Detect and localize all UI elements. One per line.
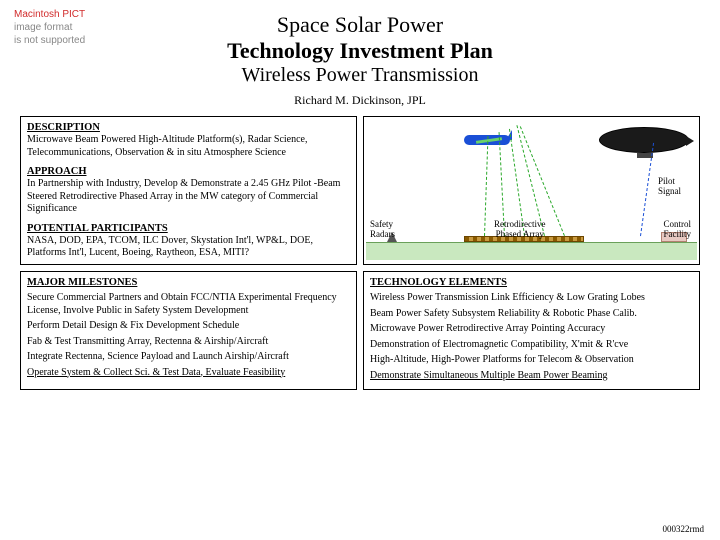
beam-line <box>484 136 488 236</box>
tech-element-item: Demonstration of Electromagnetic Compati… <box>370 339 693 352</box>
description-box: DESCRIPTION Microwave Beam Powered High-… <box>20 116 357 265</box>
tech-element-item: Wireless Power Transmission Link Efficie… <box>370 292 693 305</box>
milestone-item: Integrate Rectenna, Science Payload and … <box>27 351 350 364</box>
milestones-box: MAJOR MILESTONES Secure Commercial Partn… <box>20 271 357 390</box>
tech-element-item: Beam Power Safety Subsystem Reliability … <box>370 308 693 321</box>
milestone-item: Perform Detail Design & Fix Development … <box>27 320 350 333</box>
approach-text: In Partnership with Industry, Develop & … <box>27 178 350 216</box>
title-block: Space Solar Power Technology Investment … <box>20 12 700 87</box>
tech-element-item: High-Altitude, High-Power Platforms for … <box>370 354 693 367</box>
heading-milestones: MAJOR MILESTONES <box>27 276 350 289</box>
footer-doc-id: 000322rmd <box>663 524 705 534</box>
pict-line2: image format <box>14 21 85 34</box>
tech-element-item: Demonstrate Simultaneous Multiple Beam P… <box>370 370 693 383</box>
title-line3: Wireless Power Transmission <box>20 64 700 87</box>
milestone-item: Secure Commercial Partners and Obtain FC… <box>27 292 350 317</box>
label-safety-radars: SafetyRadars <box>370 220 395 240</box>
milestone-item: Operate System & Collect Sci. & Test Dat… <box>27 367 350 380</box>
description-text: Microwave Beam Powered High-Altitude Pla… <box>27 134 350 159</box>
author-line: Richard M. Dickinson, JPL <box>20 93 700 108</box>
participants-text: NASA, DOD, EPA, TCOM, ILC Dover, Skystat… <box>27 235 350 260</box>
pict-unsupported-notice: Macintosh PICT image format is not suppo… <box>14 8 85 47</box>
title-line1: Space Solar Power <box>20 12 700 38</box>
heading-technology-elements: TECHNOLOGY ELEMENTS <box>370 276 693 289</box>
heading-description: DESCRIPTION <box>27 121 350 134</box>
pict-line3: is not supported <box>14 34 85 47</box>
concept-diagram: SafetyRadars RetrodirectivePhased Array … <box>363 116 700 265</box>
heading-approach: APPROACH <box>27 165 350 178</box>
pict-line1: Macintosh PICT <box>14 8 85 21</box>
tech-element-item: Microwave Power Retrodirective Array Poi… <box>370 323 693 336</box>
main-grid: DESCRIPTION Microwave Beam Powered High-… <box>20 116 700 390</box>
label-control-facility: ControlFacility <box>663 220 691 240</box>
heading-participants: POTENTIAL PARTICIPANTS <box>27 222 350 235</box>
label-pilot-signal: PilotSignal <box>658 177 681 197</box>
technology-elements-box: TECHNOLOGY ELEMENTS Wireless Power Trans… <box>363 271 700 390</box>
title-line2: Technology Investment Plan <box>20 38 700 64</box>
milestone-item: Fab & Test Transmitting Array, Rectenna … <box>27 336 350 349</box>
label-phased-array: RetrodirectivePhased Array <box>494 220 545 240</box>
ground-strip <box>366 242 697 260</box>
airship-icon <box>599 127 689 153</box>
